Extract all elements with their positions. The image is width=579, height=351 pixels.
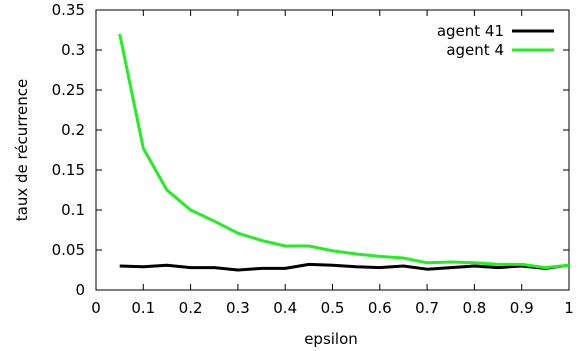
y-axis-label: taux de récurrence (13, 79, 31, 222)
x-tick-label: 0.6 (368, 299, 392, 317)
x-tick-label: 0.1 (131, 299, 155, 317)
y-tick-label: 0.2 (61, 121, 85, 139)
x-tick-label: 0.4 (273, 299, 297, 317)
y-tick-label: 0.1 (61, 201, 85, 219)
y-tick-label: 0.05 (52, 241, 85, 259)
x-tick-label: 0.9 (510, 299, 534, 317)
series-line-0 (119, 262, 570, 272)
y-tick-label: 0.3 (61, 41, 85, 59)
y-tick-label: 0 (75, 281, 85, 299)
y-tick-label: 0.25 (52, 81, 85, 99)
x-tick-label: 0.5 (321, 299, 345, 317)
x-tick-label: 0.8 (462, 299, 486, 317)
x-tick-label: 0 (91, 299, 101, 317)
x-tick-label: 0.3 (226, 299, 250, 317)
series-line-1 (118, 33, 570, 270)
x-tick-label: 0.7 (415, 299, 439, 317)
legend-label: agent 4 (446, 41, 504, 59)
x-tick-label: 1 (564, 299, 574, 317)
x-axis-label: epsilon (304, 330, 358, 348)
series-group (118, 33, 570, 272)
y-axis: 0 0.05 0.1 0.15 0.2 0.25 0.3 0.35 (52, 1, 569, 299)
x-axis: 0 0.1 0.2 0.3 0.4 0.5 0.6 0.7 0.8 0.9 1 (91, 10, 574, 317)
x-tick-label: 0.2 (179, 299, 203, 317)
y-tick-label: 0.35 (52, 1, 85, 19)
legend-label: agent 41 (437, 22, 504, 40)
y-tick-label: 0.15 (52, 161, 85, 179)
